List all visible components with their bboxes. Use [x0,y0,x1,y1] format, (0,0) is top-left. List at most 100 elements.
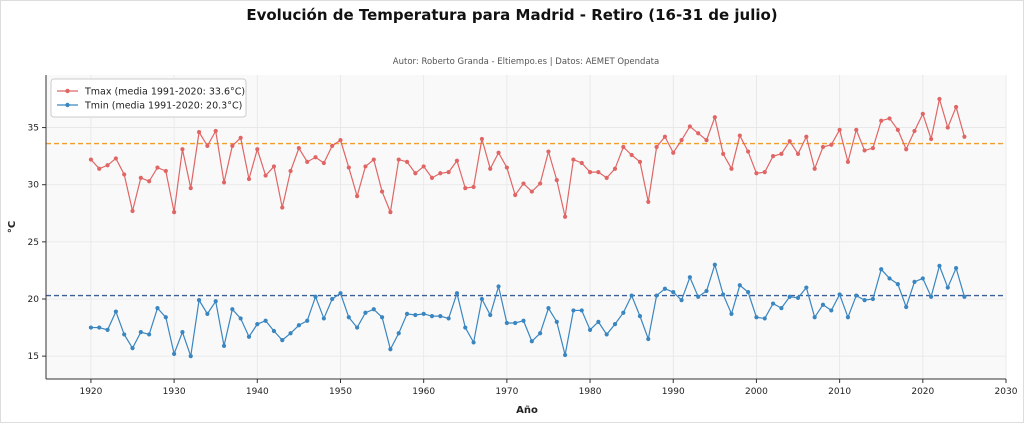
data-point [621,310,626,315]
data-point [288,168,293,174]
data-point [238,135,243,140]
x-tick-label: 1930 [163,387,186,397]
data-point [779,151,784,156]
data-point [829,142,834,147]
data-point [795,151,801,156]
data-point [504,165,509,170]
data-point [238,316,243,321]
y-tick-label: 25 [28,238,39,248]
data-point [330,296,335,302]
data-point [696,131,701,136]
data-point [163,168,168,174]
data-point [895,282,900,287]
data-point [280,205,285,210]
data-point [438,314,443,319]
data-point [554,178,559,183]
data-point [147,332,152,337]
data-point [246,334,252,339]
data-point [346,165,351,170]
data-point [879,118,884,123]
data-point [513,320,518,326]
data-point [88,325,94,330]
data-point [496,150,501,155]
data-point [504,320,509,326]
data-point [587,327,593,332]
data-point [729,166,734,171]
data-point [879,267,884,272]
data-point [371,307,376,312]
data-point [596,319,601,324]
data-point [746,290,751,295]
data-point [571,308,576,313]
data-point [404,311,410,316]
data-point [679,298,684,303]
data-point [646,336,651,342]
data-point [945,285,950,290]
data-point [122,172,127,177]
data-point [138,330,143,335]
data-point [454,291,460,296]
data-point [188,186,193,191]
data-point [463,186,468,191]
data-point [587,170,593,175]
data-point [704,138,709,143]
data-point [804,134,809,139]
data-point [895,127,900,132]
data-point [904,147,909,152]
data-point [787,294,792,299]
data-point [263,173,268,178]
data-point [962,134,967,139]
data-point [404,159,410,164]
data-point [221,180,227,185]
x-tick-label: 1980 [579,387,602,397]
legend-tmax-marker [65,88,70,94]
data-point [321,160,326,166]
data-point [97,325,102,330]
data-point [812,315,817,320]
data-point [413,171,418,176]
data-point [887,276,892,281]
data-point [138,175,143,180]
data-point [271,164,277,169]
data-point [721,151,726,156]
data-point [288,331,293,336]
data-point [529,189,534,194]
data-point [654,144,659,150]
x-tick-label: 2010 [828,387,851,397]
data-point [629,152,634,158]
data-point [363,164,368,169]
data-point [845,315,851,320]
data-point [662,134,668,139]
data-point [679,138,684,143]
data-point [105,163,110,168]
data-point [379,315,385,320]
data-point [904,304,909,310]
data-point [770,154,776,159]
data-point [429,175,435,180]
x-tick-label: 1920 [79,387,102,397]
data-point [795,295,801,300]
data-point [953,266,959,271]
legend-tmin-label: Tmin (media 1991-2020: 20.3°C) [84,101,242,112]
data-point [446,316,451,321]
data-point [163,315,168,320]
data-point [787,139,792,144]
data-point [845,159,851,164]
legend-tmax-label: Tmax (media 1991-2020: 33.6°C) [84,87,245,98]
data-point [396,331,401,336]
data-point [388,347,393,352]
data-point [662,286,668,291]
data-point [862,298,867,303]
data-point [296,146,301,151]
data-point [205,311,210,316]
data-point [122,332,127,337]
data-point [870,296,875,302]
data-point [130,346,135,351]
data-point [305,159,310,164]
data-point [147,179,152,184]
data-point [654,293,659,298]
data-point [737,133,742,138]
data-point [912,128,917,134]
data-point [230,307,235,312]
